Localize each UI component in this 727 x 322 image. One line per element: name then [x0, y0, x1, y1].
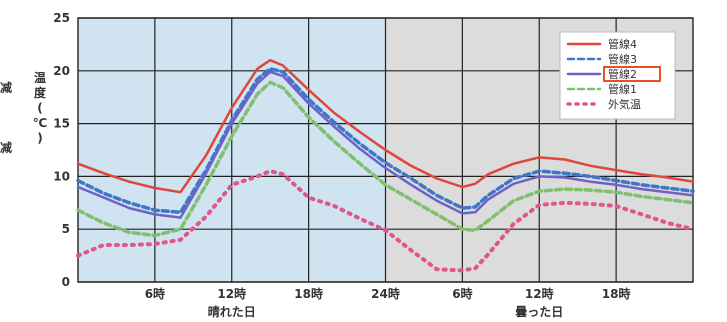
legend-entry-4: 外気温 [608, 97, 641, 111]
y-tick-label-1: 5 [62, 222, 70, 236]
x-tick-label-5: 12時 [525, 286, 554, 301]
y-tick-label-0: 0 [62, 275, 70, 289]
series-line-3 [76, 80, 695, 238]
series-line-4 [76, 169, 695, 273]
region-label-1: 曇った日 [515, 305, 563, 319]
series-line-2 [76, 70, 695, 219]
y-tick-label-5: 25 [53, 11, 70, 25]
x-tick-label-4: 6時 [452, 286, 472, 301]
legend-highlight-box [603, 66, 661, 82]
y-tick-label-3: 15 [53, 117, 70, 131]
side-label-0: 减 [0, 80, 12, 95]
y-axis-label: 温度(℃) [33, 71, 48, 145]
legend-entry-1: 管線3 [608, 52, 637, 66]
side-label-1: 减 [0, 140, 12, 155]
x-tick-label-6: 18時 [602, 286, 631, 301]
series-line-1 [76, 66, 695, 215]
y-tick-label-4: 20 [53, 64, 70, 78]
legend-entry-2: 管線2 [608, 67, 637, 81]
x-tick-label-1: 12時 [217, 286, 246, 301]
legend-entry-0: 管線4 [608, 37, 637, 51]
series-line-0 [76, 58, 695, 194]
region-label-0: 晴れた日 [208, 304, 256, 319]
x-tick-label-0: 6時 [145, 286, 165, 301]
x-tick-label-2: 18時 [294, 286, 323, 301]
plot-frame [77, 17, 694, 283]
legend-entry-3: 管線1 [608, 82, 637, 96]
y-tick-label-2: 10 [53, 169, 70, 183]
x-tick-label-3: 24時 [371, 286, 400, 301]
